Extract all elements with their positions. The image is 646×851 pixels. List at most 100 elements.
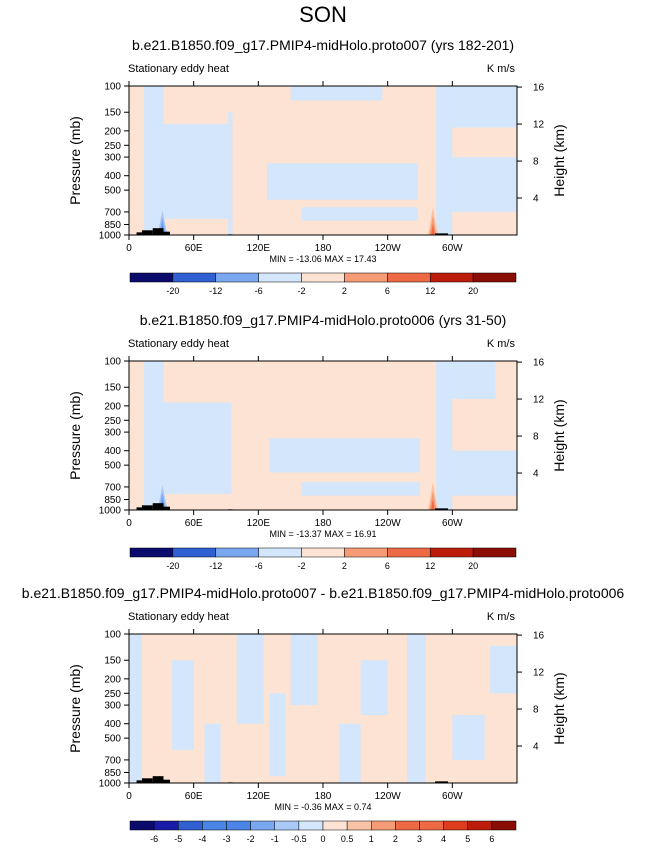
x-tick-label: 0 (126, 243, 132, 254)
colorbar-box (395, 820, 420, 831)
panel-units: K m/s (487, 338, 516, 350)
panel-title: b.e21.B1850.f09_g17.PMIP4-midHolo.proto0… (132, 37, 514, 53)
colorbar-label: 0.5 (341, 834, 354, 844)
y2-tick-label: 8 (533, 705, 539, 716)
x-tick-label: 60E (185, 518, 203, 529)
y-tick-label: 300 (104, 701, 121, 712)
y2-axis-title: Height (km) (551, 672, 567, 744)
colorbar-box (472, 547, 517, 558)
colorbar-box (346, 820, 372, 831)
panel-left-label: Stationary eddy heat (128, 63, 229, 75)
orography-mask (163, 506, 170, 510)
field-band (204, 723, 221, 783)
panel-title: b.e21.B1850.f09_g17.PMIP4-midHolo.proto0… (140, 312, 507, 328)
field-spike (430, 498, 435, 510)
field-band (407, 634, 426, 783)
y2-tick-label: 8 (533, 157, 539, 168)
colorbar-label: -4 (198, 834, 206, 844)
chart-panel-1: b.e21.B1850.f09_g17.PMIP4-midHolo.proto0… (67, 37, 567, 296)
colorbar-label: 2 (393, 834, 398, 844)
chart-panel-3: b.e21.B1850.f09_g17.PMIP4-midHolo.proto0… (22, 585, 625, 844)
colorbar-box (226, 820, 251, 831)
x-tick-label: 0 (126, 518, 132, 529)
colorbar: -6 -5 -4 -3 -2 -1 -0.5 0 0.5 1 2 3 4 5 6 (129, 820, 517, 844)
x-tick-label: 120E (247, 791, 271, 802)
y2-axis-title: Height (km) (551, 399, 567, 471)
colorbar-box (419, 820, 444, 831)
field-band (144, 86, 164, 235)
colorbar-box (215, 547, 259, 558)
colorbar-label: -12 (209, 286, 222, 296)
orography-mask (141, 230, 153, 235)
field-band (452, 157, 517, 212)
colorbar-box (467, 820, 493, 831)
y-axis-title: Pressure (mb) (67, 116, 83, 205)
x-tick-label: 120E (247, 243, 271, 254)
field-band (269, 438, 420, 473)
field-band (452, 361, 496, 400)
field-band (172, 660, 194, 750)
colorbar-box (202, 820, 227, 831)
panel-left-label: Stationary eddy heat (128, 338, 229, 350)
field-band (339, 723, 361, 783)
field-band (290, 86, 383, 101)
colorbar-box (298, 820, 324, 831)
colorbar-box (322, 820, 348, 831)
y-tick-label: 1000 (99, 779, 122, 790)
y-tick-label: 1000 (99, 231, 122, 242)
colorbar-label: -20 (166, 561, 179, 571)
field-band (490, 645, 517, 694)
min-max-stats: MIN = -13.06 MAX = 17.43 (269, 254, 376, 264)
colorbar-label: 6 (385, 561, 390, 571)
field-band (236, 634, 264, 724)
field-band (163, 124, 229, 219)
colorbar-box (472, 272, 517, 283)
colorbar-label: -0.5 (291, 834, 307, 844)
y-tick-label: 100 (104, 630, 121, 641)
y-tick-label: 250 (104, 689, 121, 700)
field-band (452, 715, 485, 760)
colorbar-box (172, 272, 217, 283)
panel-units: K m/s (487, 611, 516, 623)
orography-mask (136, 232, 142, 235)
x-tick-label: 120W (375, 243, 402, 254)
colorbar: -20 -12 -6 -2 2 6 12 20 (129, 547, 517, 571)
y-tick-label: 200 (104, 674, 121, 685)
field-band (266, 163, 418, 200)
colorbar-label: -5 (174, 834, 182, 844)
field-band (452, 450, 517, 496)
y-tick-label: 400 (104, 719, 121, 730)
colorbar-label: -20 (166, 286, 179, 296)
colorbar-label: 2 (342, 561, 347, 571)
y-tick-label: 250 (104, 141, 121, 152)
y2-tick-label: 16 (533, 83, 545, 94)
colorbar-label: -6 (255, 561, 263, 571)
colorbar-box (491, 820, 517, 831)
colorbar-box (172, 547, 217, 558)
colorbar-box (344, 547, 388, 558)
y-tick-label: 200 (104, 401, 121, 412)
field-band (228, 112, 233, 235)
colorbar-label: -6 (255, 286, 263, 296)
chart-panel-2: b.e21.B1850.f09_g17.PMIP4-midHolo.proto0… (67, 312, 567, 571)
y-tick-label: 850 (104, 768, 121, 779)
y-tick-label: 250 (104, 416, 121, 427)
field-band (436, 86, 453, 235)
colorbar-box (129, 547, 174, 558)
y-tick-label: 150 (104, 383, 121, 394)
y2-tick-label: 4 (533, 742, 539, 753)
y-tick-label: 150 (104, 108, 121, 119)
y2-tick-label: 12 (533, 668, 545, 679)
colorbar-label: 12 (425, 561, 435, 571)
y-tick-label: 700 (104, 207, 121, 218)
colorbar-box (153, 820, 179, 831)
field-band (163, 402, 232, 494)
orography-mask (435, 233, 449, 235)
colorbar-label: -2 (298, 286, 306, 296)
y-tick-label: 700 (104, 755, 121, 766)
y-tick-label: 850 (104, 220, 121, 231)
y2-tick-label: 8 (533, 432, 539, 443)
colorbar-box (215, 272, 259, 283)
y-tick-label: 400 (104, 171, 121, 182)
